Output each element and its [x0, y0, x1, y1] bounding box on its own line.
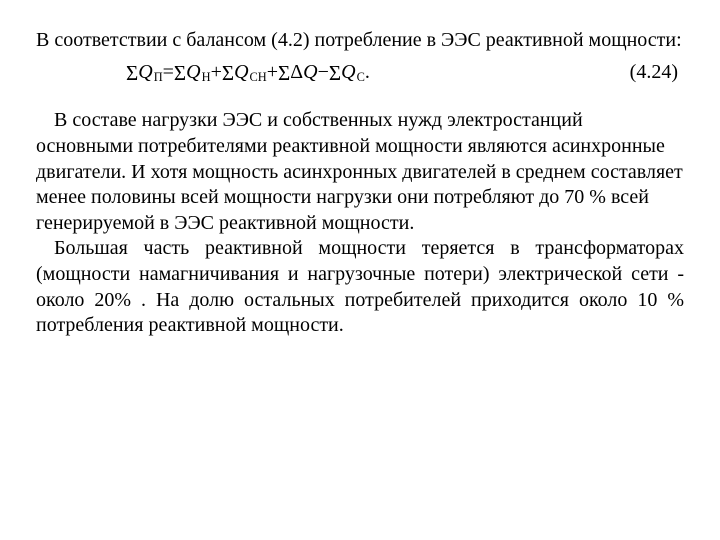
sub-n: Н — [202, 70, 211, 86]
document-page: В соответствии с балансом (4.2) потребле… — [0, 0, 720, 540]
delta: Δ — [290, 60, 303, 86]
equation-number: (4.24) — [630, 60, 684, 86]
sigma-5: Σ — [329, 60, 341, 87]
plus-2: + — [267, 60, 278, 86]
eq-dot: . — [365, 60, 370, 86]
q-1: Q — [138, 60, 152, 86]
spacer-1 — [36, 88, 684, 108]
body-paragraph-2: Большая часть реактивной мощности теряет… — [36, 236, 684, 338]
eq-sign: = — [163, 60, 174, 86]
minus: − — [318, 60, 329, 86]
intro-paragraph: В соответствии с балансом (4.2) потребле… — [36, 28, 684, 54]
sigma-3: Σ — [222, 60, 234, 87]
q-4: Q — [303, 60, 317, 86]
sigma-1: Σ — [126, 60, 138, 87]
q-3: Q — [234, 60, 248, 86]
sub-sn: СН — [250, 70, 267, 86]
sub-c: С — [357, 70, 365, 86]
body-paragraph-1: В составе нагрузки ЭЭС и собственных нуж… — [36, 108, 684, 236]
sigma-4: Σ — [278, 60, 290, 87]
q-2: Q — [186, 60, 200, 86]
q-5: Q — [341, 60, 355, 86]
sigma-2: Σ — [174, 60, 186, 87]
plus-1: + — [211, 60, 222, 86]
sub-p: П — [154, 70, 163, 86]
equation-body: ΣQП = ΣQН + ΣQСН + ΣΔQ − ΣQС . — [126, 60, 370, 87]
equation-row: ΣQП = ΣQН + ΣQСН + ΣΔQ − ΣQС . (4.24) — [36, 60, 684, 87]
